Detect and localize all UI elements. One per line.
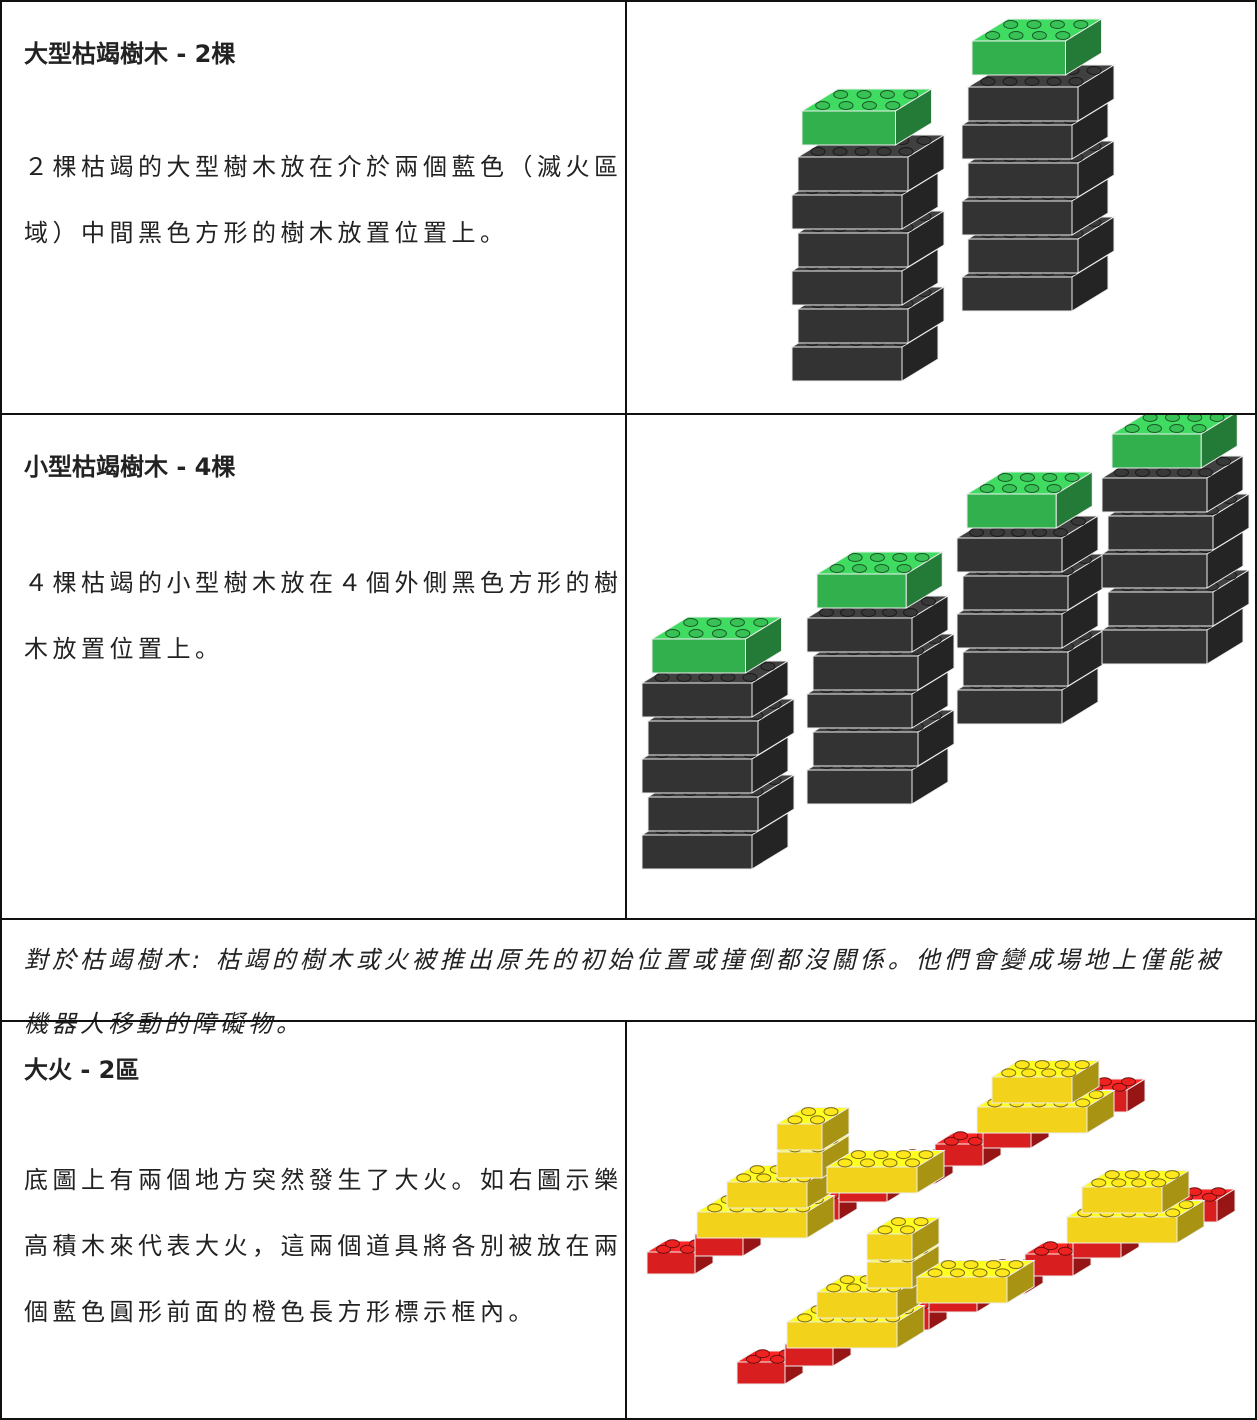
cell-text: 底圖上有兩個地方突然發生了大火。如右圖示樂高積木來代表大火，這兩個道具將各別被放… (24, 1166, 623, 1326)
cell-title: 小型枯竭樹木 - 4棵 (24, 453, 236, 481)
lego-brick (970, 18, 1104, 76)
lego-brick (965, 471, 1095, 529)
lego-brick (865, 1216, 941, 1261)
lego-brick (775, 1106, 851, 1151)
lego-brick (915, 1259, 1036, 1304)
cell-title: 大型枯竭樹木 - 2棵 (24, 40, 236, 68)
lego-brick (990, 1059, 1101, 1104)
lego-illustration (640, 415, 1251, 870)
cell-title: 大火 - 2區 (24, 1056, 140, 1084)
cell: 小型枯竭樹木 - 4棵 ４棵枯竭的小型樹木放在４個外側黑色方形的樹木放置位置上。 (0, 413, 627, 920)
lego-brick (650, 616, 784, 674)
cell-text: ２棵枯竭的大型樹木放在介於兩個藍色（滅火區域）中間黑色方形的樹木放置位置上。 (24, 153, 623, 247)
lego-brick (825, 1149, 946, 1194)
lego-brick (1110, 415, 1238, 469)
cell: 大火 - 2區 底圖上有兩個地方突然發生了大火。如右圖示樂高積木來代表大火，這兩… (0, 1020, 627, 1420)
image-cell (625, 0, 1257, 415)
image-cell (625, 1020, 1257, 1420)
note-text: 對於枯竭樹木: 枯竭的樹木或火被推出原先的初始位置或撞倒都沒關係。他們會變成場地… (24, 946, 1224, 1038)
cell-text: ４棵枯竭的小型樹木放在４個外側黑色方形的樹木放置位置上。 (24, 569, 623, 663)
image-cell (625, 413, 1257, 920)
lego-brick (800, 88, 934, 146)
lego-brick (815, 551, 945, 609)
lego-illustration (790, 18, 1116, 382)
note-cell: 對於枯竭樹木: 枯竭的樹木或火被推出原先的初始位置或撞倒都沒關係。他們會變成場地… (0, 918, 1257, 1038)
lego-illustration (645, 1059, 1237, 1385)
cell: 大型枯竭樹木 - 2棵 ２棵枯竭的大型樹木放在介於兩個藍色（滅火區域）中間黑色方… (0, 0, 627, 415)
lego-brick (1080, 1169, 1191, 1214)
